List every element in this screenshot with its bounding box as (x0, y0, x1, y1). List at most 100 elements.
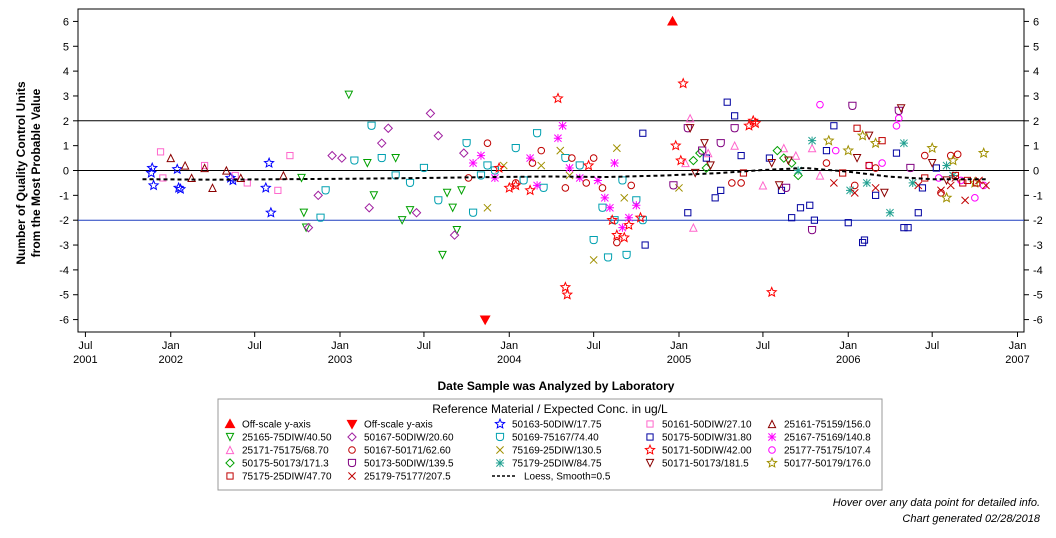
data-point[interactable] (221, 165, 231, 175)
data-point[interactable] (468, 158, 478, 168)
data-point[interactable] (848, 101, 857, 111)
data-point[interactable] (703, 148, 713, 158)
data-point[interactable] (711, 194, 719, 202)
data-point[interactable] (698, 146, 707, 155)
data-point[interactable] (613, 238, 621, 247)
data-point[interactable] (927, 158, 937, 168)
data-point[interactable] (942, 161, 951, 170)
data-point[interactable] (265, 206, 277, 218)
data-point[interactable] (856, 129, 869, 141)
data-point[interactable] (313, 190, 324, 201)
data-point[interactable] (532, 181, 542, 190)
data-point[interactable] (509, 179, 522, 191)
data-point[interactable] (448, 203, 458, 213)
data-point[interactable] (376, 138, 387, 148)
data-point[interactable] (612, 144, 621, 153)
data-point[interactable] (442, 188, 452, 198)
data-point[interactable] (561, 288, 574, 300)
data-point[interactable] (364, 202, 375, 213)
data-point[interactable] (622, 250, 631, 260)
data-point[interactable] (598, 203, 607, 212)
data-point[interactable] (830, 122, 838, 130)
data-point[interactable] (951, 174, 960, 182)
data-point[interactable] (600, 193, 609, 202)
data-point[interactable] (829, 178, 838, 187)
data-point[interactable] (297, 173, 306, 183)
data-point[interactable] (187, 173, 197, 183)
data-point[interactable] (369, 191, 379, 201)
data-point[interactable] (632, 201, 641, 210)
data-point[interactable] (327, 150, 337, 161)
data-point[interactable] (561, 153, 570, 163)
data-point[interactable] (842, 144, 855, 156)
data-point[interactable] (582, 159, 595, 171)
legend-marker[interactable] (225, 432, 235, 442)
data-point[interactable] (859, 238, 867, 247)
data-point[interactable] (537, 161, 546, 170)
legend-marker[interactable] (348, 472, 356, 480)
data-points[interactable] (145, 15, 990, 326)
data-point[interactable] (552, 92, 564, 104)
data-point[interactable] (377, 153, 386, 163)
data-point[interactable] (344, 90, 354, 100)
data-point[interactable] (695, 148, 705, 158)
data-point[interactable] (937, 186, 945, 195)
data-point[interactable] (623, 219, 635, 231)
data-point[interactable] (236, 173, 246, 183)
data-point[interactable] (953, 150, 962, 159)
data-point[interactable] (977, 146, 990, 159)
data-point[interactable] (171, 163, 184, 175)
legend-marker[interactable] (496, 446, 504, 454)
data-point[interactable] (865, 161, 873, 170)
data-point[interactable] (532, 129, 542, 138)
data-point[interactable] (639, 129, 647, 137)
data-point[interactable] (627, 181, 636, 190)
legend-marker[interactable] (644, 443, 656, 455)
data-point[interactable] (846, 186, 855, 195)
legend-marker[interactable] (494, 417, 506, 429)
data-point[interactable] (180, 160, 190, 170)
data-point[interactable] (669, 139, 682, 151)
data-point[interactable] (620, 193, 629, 202)
data-point[interactable] (772, 145, 783, 156)
legend-marker[interactable] (645, 458, 655, 468)
data-point[interactable] (575, 161, 584, 170)
data-point[interactable] (892, 149, 901, 157)
data-point[interactable] (433, 130, 444, 141)
data-point[interactable] (589, 235, 598, 245)
data-point[interactable] (553, 134, 563, 143)
data-point[interactable] (476, 171, 486, 180)
data-point[interactable] (822, 147, 831, 155)
data-point[interactable] (880, 188, 889, 198)
data-point[interactable] (301, 223, 311, 233)
data-point[interactable] (558, 121, 567, 130)
data-point[interactable] (565, 171, 574, 180)
data-point[interactable] (914, 209, 922, 217)
data-point[interactable] (914, 181, 923, 190)
legend-marker[interactable] (346, 419, 358, 430)
data-point[interactable] (822, 159, 831, 167)
data-point[interactable] (791, 150, 801, 160)
data-point[interactable] (263, 156, 275, 168)
data-point[interactable] (243, 179, 251, 187)
data-point[interactable] (749, 117, 762, 129)
data-point[interactable] (618, 176, 627, 185)
data-point[interactable] (899, 139, 908, 148)
data-point[interactable] (961, 196, 970, 205)
data-point[interactable] (610, 158, 619, 168)
data-point[interactable] (822, 134, 835, 146)
legend-marker[interactable] (646, 433, 654, 441)
data-point[interactable] (747, 114, 759, 126)
data-point[interactable] (947, 154, 959, 166)
data-point[interactable] (559, 281, 572, 293)
data-point[interactable] (224, 171, 237, 183)
legend-marker[interactable] (767, 419, 777, 429)
data-point[interactable] (397, 216, 407, 225)
data-point[interactable] (582, 179, 591, 187)
data-point[interactable] (605, 203, 614, 212)
data-point[interactable] (503, 181, 516, 193)
data-point[interactable] (806, 201, 814, 209)
data-point[interactable] (459, 148, 469, 158)
data-point[interactable] (511, 144, 520, 153)
data-point[interactable] (878, 137, 886, 145)
